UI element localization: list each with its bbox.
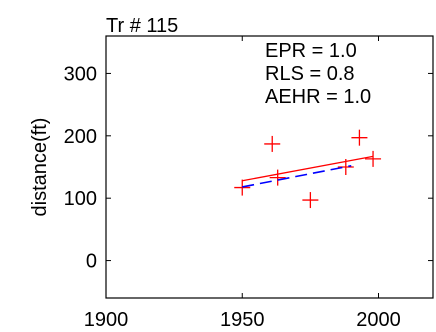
trend-line-solid: [242, 155, 374, 182]
y-axis-label: distance(ft): [29, 118, 51, 217]
x-tick-label: 2000: [356, 309, 401, 331]
data-point: [269, 169, 286, 186]
data-point: [234, 179, 251, 196]
data-point: [264, 135, 281, 152]
x-tick-label: 1900: [84, 309, 129, 331]
axis-ticks: 1900 1950 2000 0 100 200 300: [64, 36, 433, 331]
y-tick-label: 300: [64, 63, 97, 85]
chart-marks: [234, 129, 382, 209]
data-point: [351, 129, 368, 146]
stat-annotation: AEHR = 1.0: [265, 86, 371, 108]
y-tick-label: 200: [64, 126, 97, 148]
y-tick-label: 0: [86, 251, 97, 273]
data-point: [365, 150, 382, 167]
chart-title: Tr # 115: [106, 15, 178, 37]
y-tick-label: 100: [64, 188, 97, 210]
trend-line-dashed: [242, 164, 352, 188]
plot-area: [105, 35, 434, 299]
data-point: [302, 192, 319, 209]
stat-annotation: RLS = 0.8: [265, 63, 355, 85]
x-tick-label: 1950: [220, 309, 265, 331]
stat-annotation: EPR = 1.0: [265, 40, 357, 62]
